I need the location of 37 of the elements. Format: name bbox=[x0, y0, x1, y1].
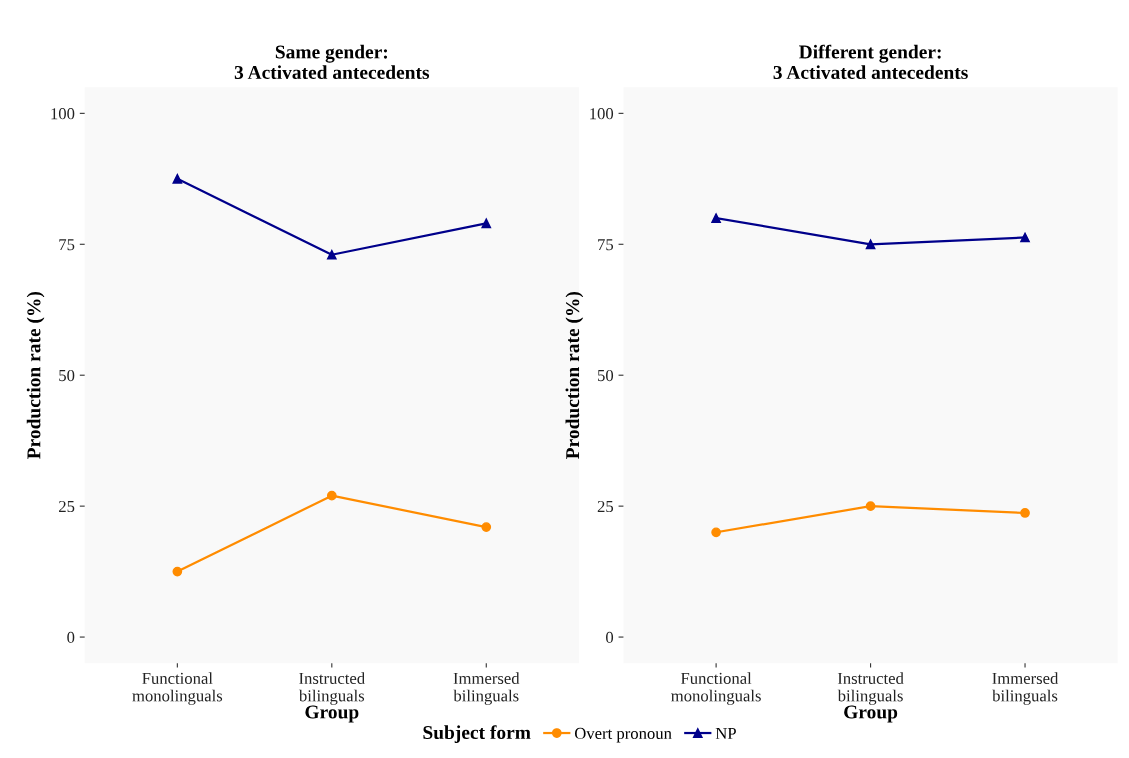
point bbox=[1020, 232, 1030, 243]
point bbox=[711, 213, 721, 223]
y-tick-label: 50 bbox=[59, 369, 75, 382]
legend-label: Overt pronoun bbox=[574, 727, 672, 743]
y-tick-label: 0 bbox=[606, 631, 614, 644]
x-axis-title: Group bbox=[305, 705, 359, 723]
chart-title: Same gender: 3 Activated antecedents bbox=[234, 44, 430, 80]
y-tick-label: 75 bbox=[598, 239, 614, 251]
x-tick-label: Immersed bilinguals bbox=[992, 672, 1059, 705]
legend-label: NP bbox=[715, 727, 736, 739]
y-tick-label: 100 bbox=[51, 108, 75, 120]
y-tick-label: 25 bbox=[597, 500, 614, 513]
y-tick-label: 25 bbox=[59, 500, 75, 513]
x-tick-label: Instructed bilinguals bbox=[298, 672, 365, 705]
y-tick-label: 75 bbox=[59, 239, 75, 251]
point bbox=[711, 527, 721, 538]
point bbox=[481, 218, 492, 229]
y-tick-label: 100 bbox=[590, 108, 614, 120]
y-axis-title: Production rate (%) bbox=[565, 291, 584, 459]
point bbox=[172, 566, 183, 577]
y-tick-label: 0 bbox=[67, 631, 75, 644]
point bbox=[481, 522, 492, 532]
point bbox=[865, 239, 876, 250]
x-tick-label: Functional monolinguals bbox=[132, 672, 223, 705]
point bbox=[1020, 508, 1030, 518]
x-tick-label: Instructed bilinguals bbox=[837, 672, 904, 705]
x-tick-label: Functional monolinguals bbox=[671, 672, 761, 705]
y-axis-title: Production rate (%) bbox=[26, 291, 45, 459]
x-tick-label: Immersed bilinguals bbox=[453, 672, 520, 705]
chart-title: Different gender: 3 Activated antecedents bbox=[773, 44, 968, 80]
x-axis-title: Group bbox=[844, 705, 898, 723]
point bbox=[172, 173, 183, 184]
legend-title: Subject form bbox=[423, 725, 531, 743]
point bbox=[326, 249, 337, 260]
point bbox=[865, 501, 876, 511]
point bbox=[326, 490, 337, 501]
y-tick-label: 50 bbox=[598, 369, 614, 382]
